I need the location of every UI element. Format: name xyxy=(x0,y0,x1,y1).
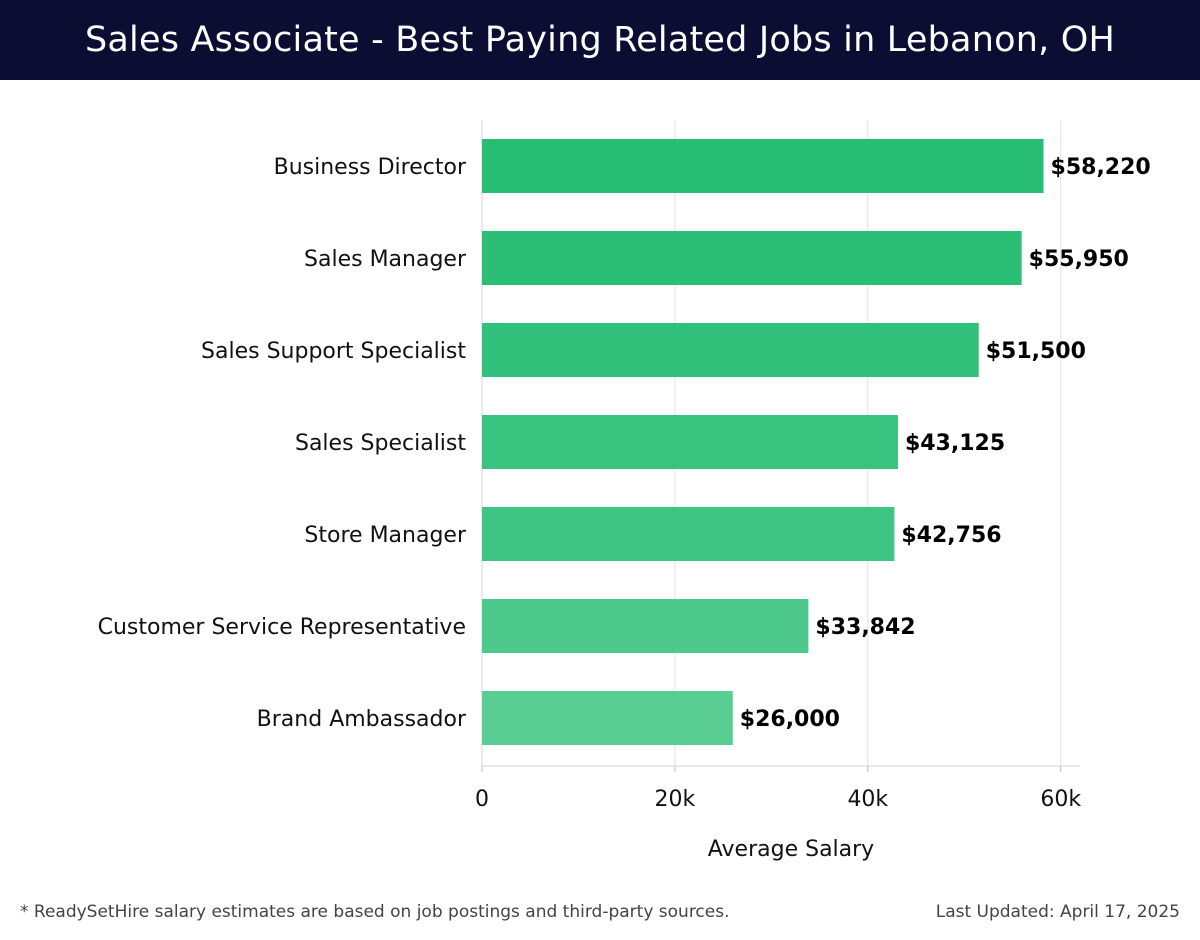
bar xyxy=(482,323,979,377)
bar-chart: 0 20k 40k 60k Average Salary Business Directo… xyxy=(98,120,1151,862)
bar xyxy=(482,507,895,561)
value-label: $55,950 xyxy=(1029,247,1129,272)
value-label: $42,756 xyxy=(901,523,1001,548)
category-label: Store Manager xyxy=(304,523,467,548)
category-label: Customer Service Representative xyxy=(98,615,466,640)
category-label: Sales Specialist xyxy=(295,431,466,456)
x-axis-title: Average Salary xyxy=(708,837,874,862)
category-label: Sales Manager xyxy=(304,247,467,272)
value-label: $33,842 xyxy=(815,615,915,640)
category-label: Sales Support Specialist xyxy=(201,339,466,364)
x-tick-label: 0 xyxy=(475,787,489,812)
value-label: $51,500 xyxy=(986,339,1086,364)
chart-area: 0 20k 40k 60k Average Salary Business Directo… xyxy=(0,80,1200,880)
value-label: $58,220 xyxy=(1051,155,1151,180)
value-label: $43,125 xyxy=(905,431,1005,456)
source-footnote: * ReadySetHire salary estimates are base… xyxy=(20,902,730,922)
category-label: Brand Ambassador xyxy=(257,707,467,732)
last-updated: Last Updated: April 17, 2025 xyxy=(935,902,1180,922)
chart-title: Sales Associate - Best Paying Related Jo… xyxy=(84,20,1115,60)
x-tick-label: 40k xyxy=(847,787,888,812)
bar xyxy=(482,599,809,653)
x-tick-label: 60k xyxy=(1040,787,1081,812)
value-label: $26,000 xyxy=(740,707,840,732)
bar xyxy=(482,415,898,469)
bar xyxy=(482,139,1044,193)
category-label: Business Director xyxy=(274,155,467,180)
bar xyxy=(482,231,1022,285)
bar xyxy=(482,691,733,745)
chart-header: Sales Associate - Best Paying Related Jo… xyxy=(0,0,1200,80)
x-tick-label: 20k xyxy=(655,787,696,812)
